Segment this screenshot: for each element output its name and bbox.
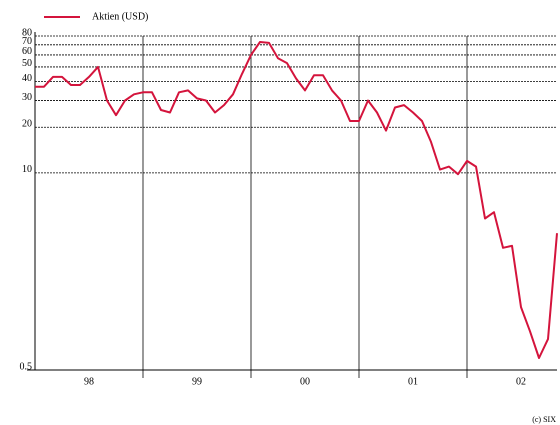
legend-label: Aktien (USD)	[92, 11, 148, 22]
y-tick-label: 0.5	[20, 361, 33, 372]
y-tick-label: 20	[22, 119, 32, 130]
x-tick-label: 98	[84, 376, 94, 387]
y-tick-label: 40	[22, 73, 32, 84]
credit: (c) SIX	[532, 415, 556, 424]
y-tick-label: 30	[22, 92, 32, 103]
x-tick-label: 99	[192, 376, 202, 387]
x-tick-label: 02	[516, 376, 526, 387]
y-tick-label: 80	[22, 27, 32, 38]
x-tick-label: 01	[408, 376, 418, 387]
y-tick-label: 50	[22, 58, 32, 69]
y-tick-label: 10	[22, 164, 32, 175]
y-tick-label: 70	[22, 36, 32, 47]
y-tick-label: 60	[22, 46, 32, 57]
series-line	[35, 41, 558, 359]
x-tick-label: 00	[300, 376, 310, 387]
